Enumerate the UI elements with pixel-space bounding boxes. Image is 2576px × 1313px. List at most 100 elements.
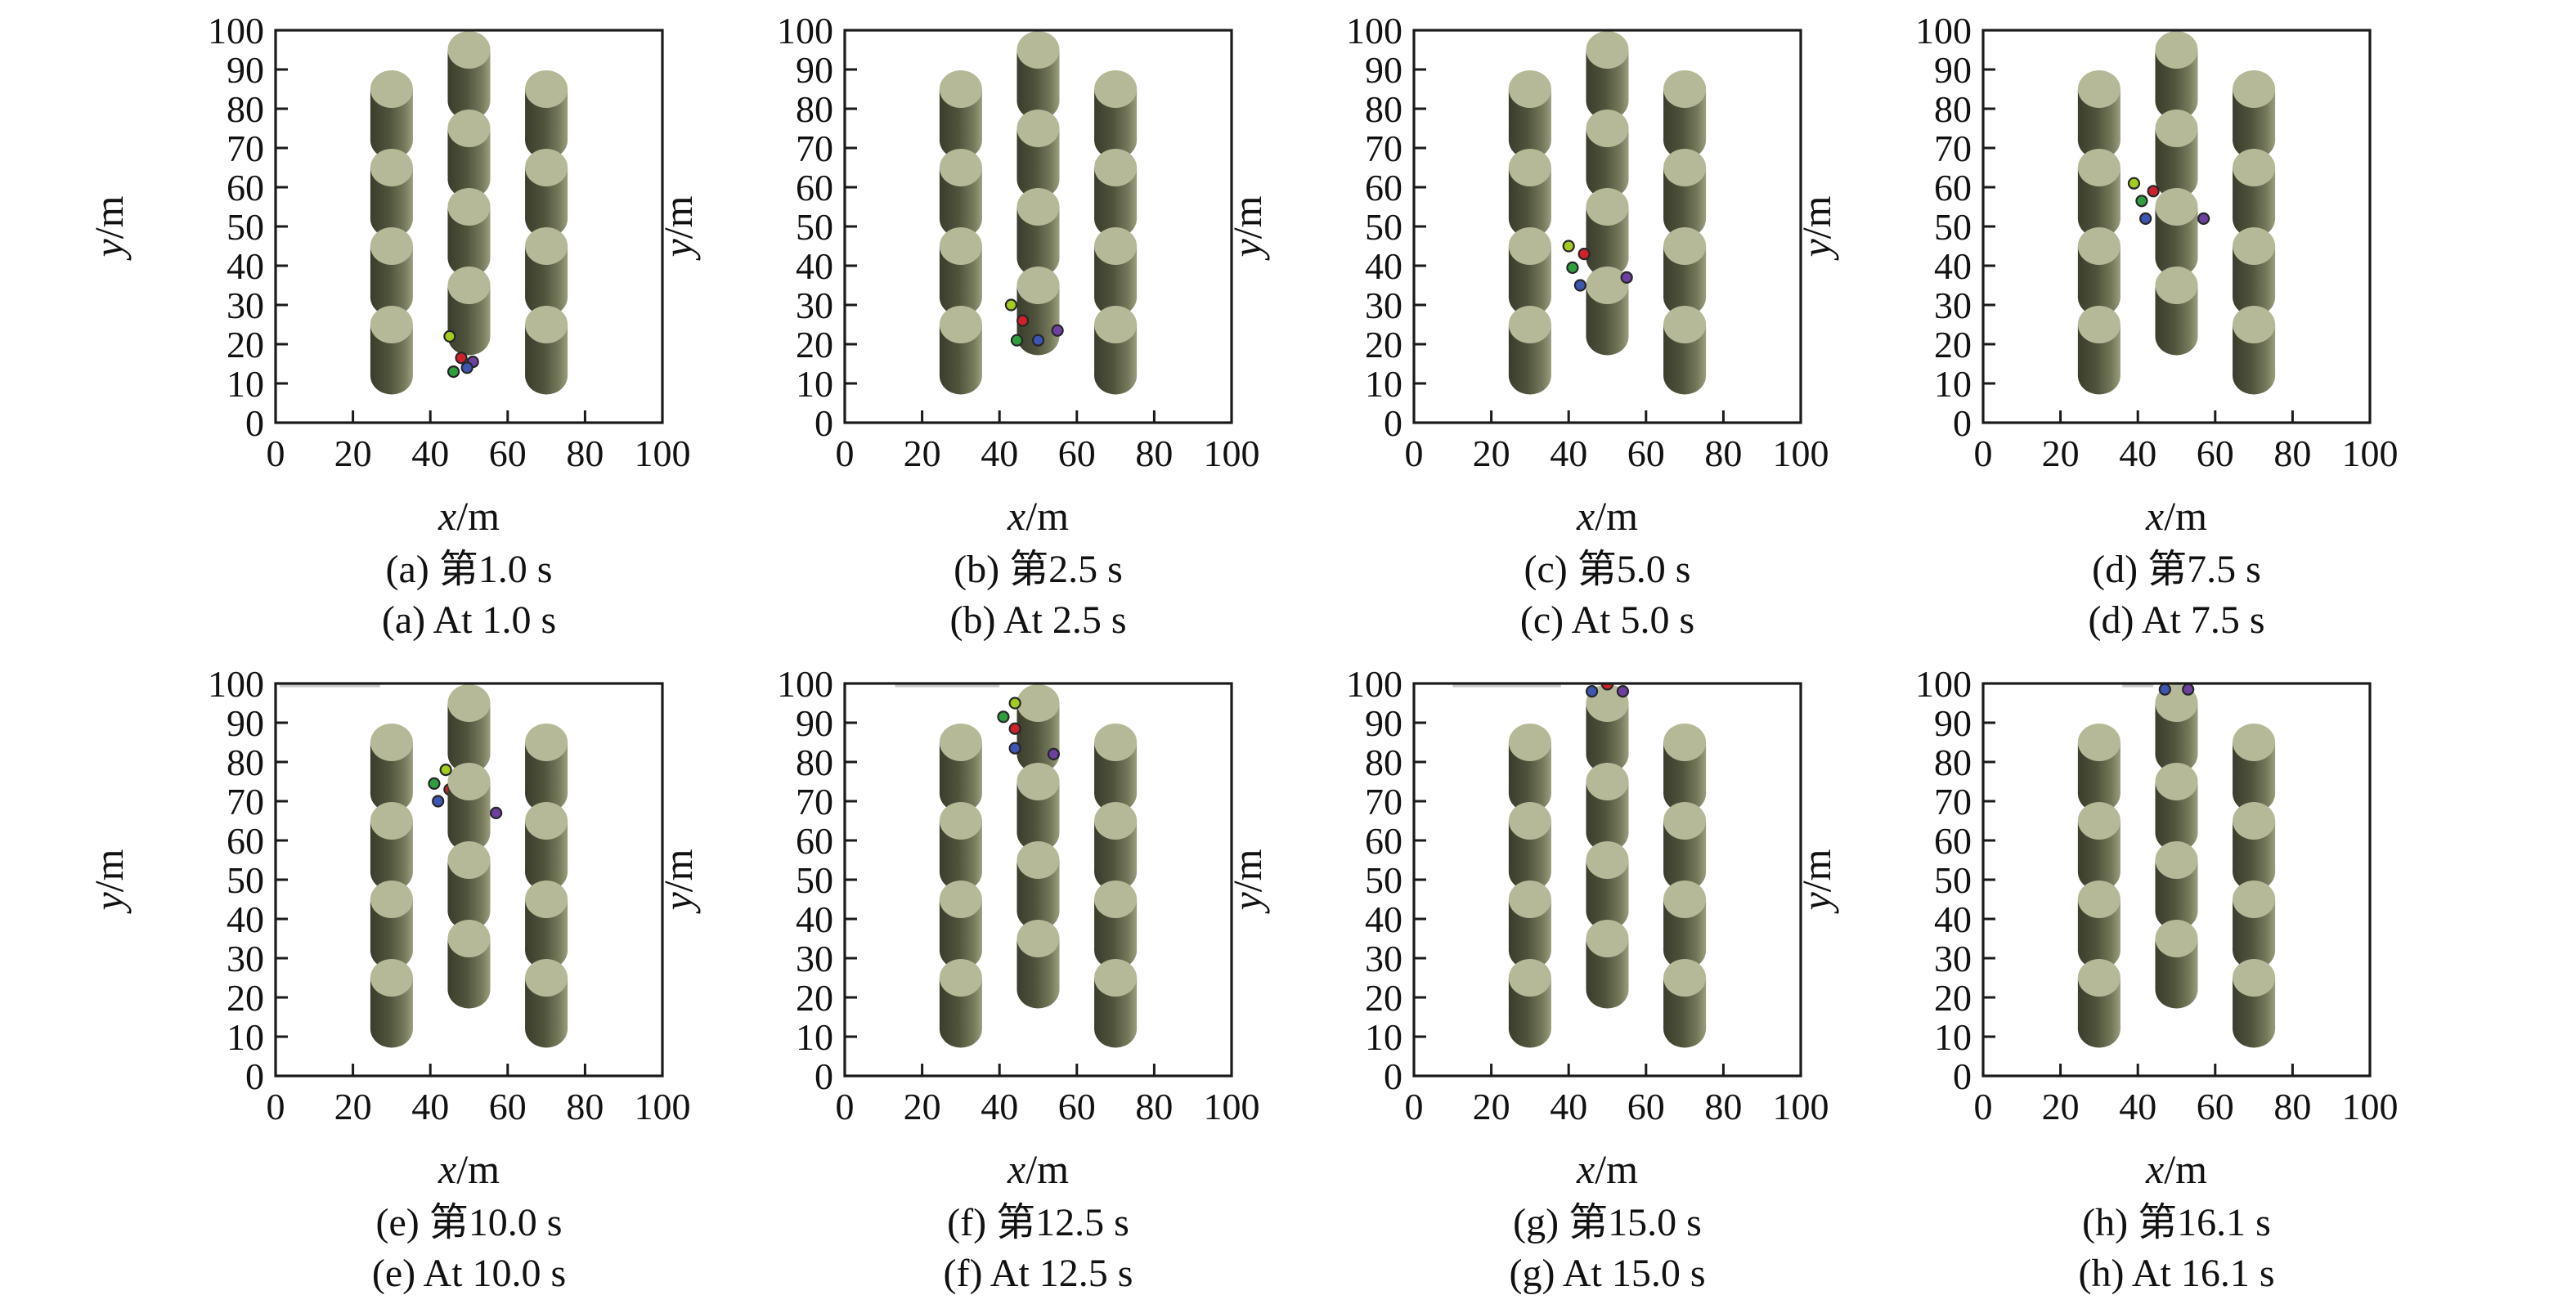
agent-dot-red (1008, 722, 1021, 735)
y-tick-label: 30 (1934, 938, 1972, 979)
x-tick-label: 100 (2342, 1086, 2399, 1127)
y-tick-label: 0 (1953, 402, 1972, 444)
agent-dot-blue (1573, 279, 1586, 292)
y-tick-label: 70 (796, 781, 833, 822)
cylinder-top (2077, 305, 2120, 344)
y-tick-label: 0 (1384, 1055, 1402, 1097)
agent-dot-blue (432, 795, 445, 808)
obstacle-cylinder (1586, 30, 1629, 120)
cylinder-top (1094, 305, 1138, 344)
y-tick-label: 0 (815, 1055, 833, 1097)
y-tick-label: 100 (1346, 10, 1402, 52)
agent-dot-blue (1008, 742, 1021, 755)
agent-dot-red (1016, 314, 1030, 327)
plot-frame (274, 29, 664, 424)
obstacle-cylinder (1663, 801, 1707, 891)
x-axis-label: x/m (438, 493, 500, 539)
obstacle-cylinder (370, 69, 413, 159)
obstacle-cylinder (1586, 919, 1629, 1009)
x-tick-label: 80 (1704, 1086, 1742, 1127)
caption-en: (h) At 16.1 s (2079, 1252, 2275, 1295)
obstacle-cylinder (447, 762, 491, 852)
cylinder-top (1508, 723, 1551, 762)
y-axis-label: y/m (1224, 849, 1270, 914)
obstacle-cylinder (2155, 840, 2198, 930)
cylinder-top (447, 30, 491, 69)
obstacle-cylinder (2233, 69, 2276, 159)
obstacle-cylinder (2233, 226, 2276, 316)
obstacle-cylinder (1016, 762, 1060, 852)
x-axis-label: x/m (2145, 493, 2207, 539)
plot-content (370, 30, 568, 395)
obstacle-cylinder (2155, 762, 2198, 852)
subplot-f: 0 20 40 60 80 1000102030405060708090100x/my/m… (655, 663, 1260, 1295)
x-axis-label: x/m (2145, 1146, 2207, 1192)
y-tick-label: 60 (227, 167, 264, 208)
x-tick-label: 60 (2197, 1086, 2234, 1127)
obstacle-cylinder (2077, 880, 2120, 970)
y-tick-label: 90 (227, 702, 264, 744)
obstacle-cylinder (1663, 958, 1707, 1048)
obstacle-cylinder (1508, 958, 1551, 1048)
cylinder-top (2155, 762, 2198, 801)
y-tick-label: 90 (796, 49, 833, 91)
cylinder-top (2233, 69, 2276, 109)
x-tick-label: 20 (904, 432, 941, 474)
obstacle-cylinder (2233, 801, 2276, 891)
cylinder-top (1586, 30, 1629, 69)
cylinder-top (1016, 840, 1060, 880)
obstacle-cylinder (1508, 69, 1551, 159)
caption-en: (g) At 15.0 s (1510, 1252, 1706, 1295)
plot-frame (843, 29, 1233, 424)
cylinder-top (939, 69, 982, 109)
y-tick-label: 50 (1365, 206, 1402, 248)
y-tick-label: 80 (227, 742, 264, 783)
obstacle-cylinder (525, 69, 568, 159)
obstacle-cylinder (525, 801, 568, 891)
x-tick-label: 40 (411, 432, 449, 474)
cylinder-top (1094, 69, 1138, 109)
cylinder-top (2233, 305, 2276, 344)
cylinder-top (1663, 148, 1707, 187)
obstacle-cylinder (447, 683, 491, 773)
cylinder-top (525, 880, 568, 919)
y-tick-label: 100 (208, 663, 264, 705)
obstacle-cylinder (2155, 919, 2198, 1009)
cylinder-top (939, 305, 982, 344)
y-tick-label: 80 (796, 742, 833, 783)
x-tick-label: 0 (1974, 1086, 1993, 1127)
agent-dot-purple (1047, 747, 1061, 761)
y-tick-label: 30 (796, 938, 833, 979)
x-tick-label: 40 (1550, 432, 1587, 474)
cylinder-top (1094, 801, 1138, 840)
x-tick-label: 0 (1974, 432, 1993, 474)
cylinder-top (1508, 880, 1551, 919)
obstacle-cylinder (1094, 880, 1138, 970)
agent-dot-blue (2158, 683, 2171, 696)
obstacle-cylinder (2155, 266, 2198, 356)
x-tick-label: 20 (1473, 1086, 1510, 1127)
cylinder-top (447, 762, 491, 801)
cylinder-top (1094, 148, 1138, 187)
cylinder-top (2077, 148, 2120, 187)
cylinder-top (2233, 148, 2276, 187)
y-tick-label: 0 (815, 402, 833, 444)
x-tick-label: 100 (1773, 432, 1829, 474)
obstacle-cylinder (939, 801, 982, 891)
y-tick-label: 0 (245, 402, 264, 444)
cylinder-top (1663, 801, 1707, 840)
y-tick-label: 80 (1365, 88, 1402, 130)
obstacle-cylinder (525, 226, 568, 316)
agent-dot-red (2147, 185, 2160, 198)
cylinder-top (1016, 762, 1060, 801)
y-tick-label: 100 (1915, 663, 1972, 705)
agent-dot-yellow-green (1008, 697, 1021, 710)
cylinder-top (939, 723, 982, 762)
obstacle-cylinder (939, 723, 982, 813)
y-tick-label: 40 (796, 898, 833, 940)
x-axis-label: x/m (1007, 493, 1069, 539)
agent-dot-green (1010, 334, 1024, 347)
y-tick-label: 90 (796, 702, 833, 744)
